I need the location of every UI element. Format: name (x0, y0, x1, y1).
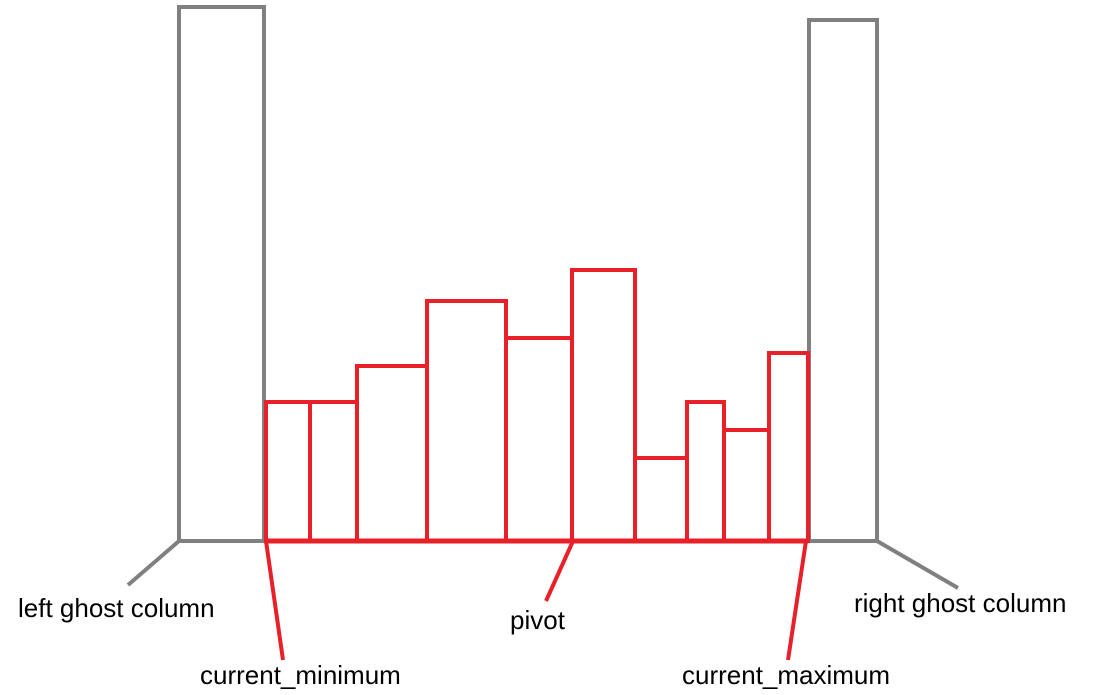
right-ghost-leader (875, 539, 960, 590)
bar-1 (264, 400, 312, 543)
bar-2 (308, 400, 359, 543)
bar-10 (767, 351, 810, 543)
bar-3 (355, 364, 429, 543)
left-ghost-leader (126, 539, 181, 587)
ghost-columns (177, 5, 879, 543)
bar-5 (504, 336, 574, 543)
bar-4 (425, 299, 508, 543)
left-ghost-column-label: left ghost column (18, 593, 215, 623)
bar-6 (570, 268, 637, 543)
pivot-label: pivot (510, 605, 566, 635)
left-ghost-column (177, 5, 266, 543)
current-minimum-label: current_minimum (200, 660, 401, 690)
bar-8 (685, 400, 726, 543)
bar-7 (633, 456, 689, 543)
current-minimum-leader (264, 540, 285, 661)
bar-9 (722, 428, 771, 543)
current-maximum-label: current_maximum (682, 660, 890, 690)
current-maximum-leader (786, 540, 808, 661)
pivot-leader (544, 540, 575, 602)
right-ghost-column (807, 18, 879, 543)
red-bars (264, 268, 810, 543)
right-ghost-column-label: right ghost column (854, 588, 1066, 618)
